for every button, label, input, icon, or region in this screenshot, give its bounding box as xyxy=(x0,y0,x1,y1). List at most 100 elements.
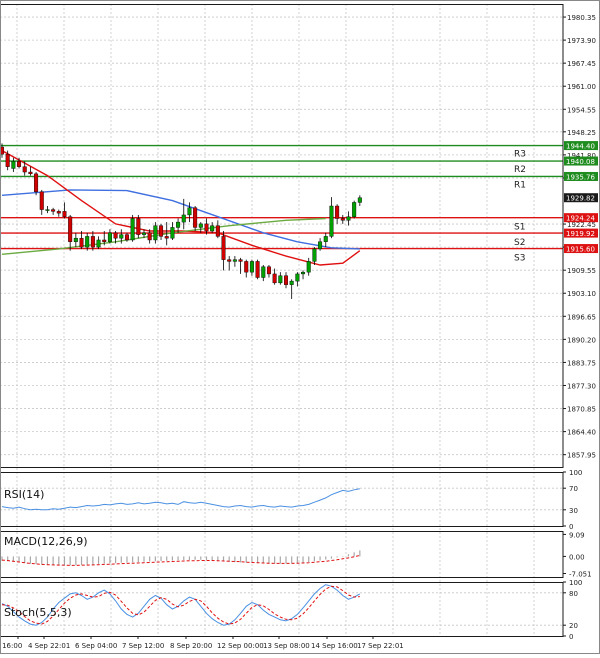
candle-body xyxy=(284,275,289,285)
stoch-title: Stoch(5,5,3) xyxy=(4,606,72,619)
candle xyxy=(266,264,271,278)
candle-body xyxy=(261,266,266,278)
candle xyxy=(340,214,345,224)
candle-body xyxy=(79,237,84,248)
candle xyxy=(164,222,169,246)
macd-histogram xyxy=(1,550,361,566)
x-tick-label: 7 Sep 12:00 xyxy=(122,642,164,650)
candle-body xyxy=(181,214,186,223)
candle-body xyxy=(62,211,67,217)
candle xyxy=(79,231,84,249)
candle-body xyxy=(193,207,198,228)
candle xyxy=(68,214,73,251)
x-tick-label: 13 Sep 08:00 xyxy=(263,642,310,650)
candle xyxy=(221,231,226,271)
candle xyxy=(335,204,340,224)
candle xyxy=(11,157,16,173)
candle xyxy=(357,195,362,207)
candle-body xyxy=(176,221,181,228)
y-tick-label: -7.051 xyxy=(569,570,592,578)
y-tick-label: 0 xyxy=(569,633,573,641)
level-tag-s3: 1915.60 xyxy=(564,244,598,254)
level-name-r3: R3 xyxy=(514,150,526,160)
y-tick-label: 1870.85 xyxy=(567,406,596,414)
candle-body xyxy=(221,236,226,260)
level-tag-bg xyxy=(564,213,598,223)
y-tick-label: 1954.55 xyxy=(567,106,596,114)
candle-body xyxy=(323,236,328,242)
candle xyxy=(215,220,220,239)
level-tag-r2: 1940.08 xyxy=(564,156,598,166)
level-tag-label: 1944.40 xyxy=(566,143,595,151)
candle xyxy=(312,247,317,265)
candle-body xyxy=(266,266,271,275)
y-tick-label: 1941.80 xyxy=(567,152,596,160)
candle-body xyxy=(73,237,78,242)
y-tick-label: 1890.20 xyxy=(567,336,596,344)
level-tag-bg xyxy=(564,244,598,254)
candle xyxy=(318,238,323,251)
current-price-label: 1929.82 xyxy=(566,195,595,203)
y-tick-label: 80 xyxy=(569,590,578,598)
level-tag-r1: 1935.76 xyxy=(564,171,598,181)
y-tick-label: 1967.45 xyxy=(567,60,596,68)
candle-body xyxy=(34,173,39,192)
candle-body xyxy=(124,234,129,241)
candle-body xyxy=(119,234,124,239)
candle xyxy=(198,222,203,233)
candle-body xyxy=(335,205,340,219)
candle xyxy=(85,232,90,251)
y-tick-label: 1857.95 xyxy=(567,452,596,460)
level-tag-label: 1940.08 xyxy=(566,158,595,166)
candle-body xyxy=(352,202,357,217)
current-price-tag: 1929.82 xyxy=(564,193,598,203)
y-tick-label: 70 xyxy=(569,485,578,493)
stoch-k-line xyxy=(1,584,361,626)
candle xyxy=(306,257,311,276)
candle xyxy=(147,229,152,244)
candle xyxy=(278,272,283,285)
candle-body xyxy=(85,236,90,248)
candle-body xyxy=(56,211,61,214)
candle xyxy=(5,150,10,171)
y-tick-label: 1973.90 xyxy=(567,37,596,45)
candle xyxy=(187,202,192,223)
y-tick-label: 100 xyxy=(569,469,582,477)
candle xyxy=(249,259,254,276)
candle-body xyxy=(17,161,22,167)
candle xyxy=(295,272,300,287)
y-tick-label: 1980.35 xyxy=(567,14,596,22)
candle xyxy=(323,232,328,248)
candle-body xyxy=(28,171,33,175)
candle xyxy=(153,222,158,244)
candle xyxy=(96,236,101,249)
candle xyxy=(34,172,39,196)
level-name-s1: S1 xyxy=(514,223,525,233)
candle xyxy=(130,214,135,242)
candle-body xyxy=(249,261,254,273)
y-tick-label: 20 xyxy=(569,622,578,630)
candle-body xyxy=(204,223,209,232)
candle-body xyxy=(68,216,73,242)
y-tick-label: 1922.45 xyxy=(567,221,596,229)
candle-body xyxy=(170,227,175,239)
candle-body xyxy=(318,241,323,250)
candle-body xyxy=(113,232,118,239)
candle xyxy=(73,232,78,248)
y-tick-label: 1883.75 xyxy=(567,359,596,367)
candle xyxy=(244,259,249,278)
level-name-s2: S2 xyxy=(514,238,525,248)
candle-body xyxy=(210,225,215,232)
x-tick-label: 17 Sep 22:01 xyxy=(357,642,404,650)
x-tick-label: 8 Sep 20:00 xyxy=(170,642,212,650)
candle xyxy=(28,166,33,176)
candle-body xyxy=(90,236,95,248)
candle-body xyxy=(164,236,169,239)
candle xyxy=(119,229,124,244)
level-tag-s2: 1919.92 xyxy=(564,228,598,238)
level-name-s3: S3 xyxy=(514,254,525,264)
candle-body xyxy=(238,259,243,262)
y-tick-label: 1961.00 xyxy=(567,83,596,91)
